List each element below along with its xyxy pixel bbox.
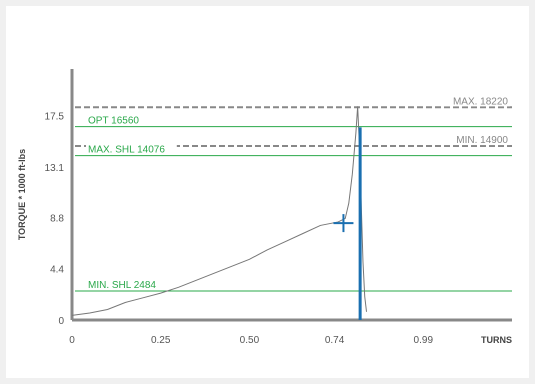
x-tick-label: 0.50 <box>240 335 260 346</box>
x-tick-label: 0.99 <box>414 335 434 346</box>
y-axis-title: TORQUE * 1000 ft-lbs <box>17 149 27 240</box>
reference-line-label: MIN. SHL 2484 <box>88 280 156 291</box>
reference-label-bg <box>444 94 510 107</box>
reference-line-label: OPT 16560 <box>88 116 139 127</box>
y-tick-label: 17.5 <box>45 112 65 123</box>
y-tick-label: 8.8 <box>50 213 64 224</box>
x-tick-label: 0 <box>69 335 75 346</box>
x-tick-label: 0.25 <box>151 335 171 346</box>
crosshair-marker <box>333 214 354 233</box>
reference-label-bg <box>86 142 177 155</box>
x-tick-label: 0.74 <box>325 335 345 346</box>
torque-turn-chart: 0 0.25 0.50 0.74 0.99 0 4.4 8.8 13.1 17.5 MAX. 18… <box>17 69 512 346</box>
reference-label-bg <box>86 113 146 126</box>
reference-line-label: MIN. 14900 <box>456 135 508 146</box>
y-tick-label: 0 <box>58 316 64 327</box>
y-tick-label: 4.4 <box>50 265 64 276</box>
reference-line-label: MAX. 18220 <box>453 96 508 107</box>
reference-line-label: MAX. SHL 14076 <box>88 145 165 156</box>
x-axis-title: TURNS <box>481 335 512 345</box>
y-tick-label: 13.1 <box>45 163 65 174</box>
chart-card: 0 0.25 0.50 0.74 0.99 0 4.4 8.8 13.1 17.5 MAX. 18… <box>6 6 529 378</box>
reference-label-bg <box>86 278 171 291</box>
reference-label-bg <box>444 133 510 146</box>
